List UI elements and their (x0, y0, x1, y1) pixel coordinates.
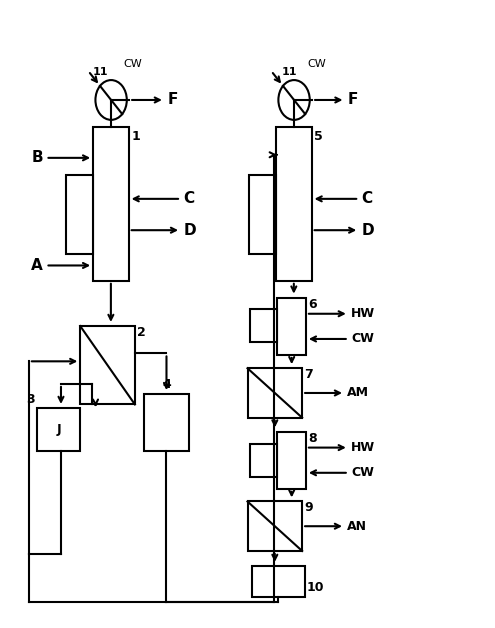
FancyBboxPatch shape (276, 127, 312, 281)
Text: HW: HW (351, 441, 375, 454)
FancyBboxPatch shape (277, 431, 306, 489)
Text: D: D (361, 223, 374, 238)
Text: 10: 10 (307, 582, 324, 594)
Text: 9: 9 (304, 502, 313, 514)
Text: 8: 8 (308, 431, 317, 445)
Text: 3: 3 (26, 392, 35, 406)
Text: 4: 4 (162, 378, 171, 391)
Text: C: C (361, 192, 373, 207)
Text: 7: 7 (304, 368, 313, 381)
FancyBboxPatch shape (80, 326, 135, 404)
Text: 2: 2 (137, 326, 146, 339)
Text: D: D (183, 223, 196, 238)
FancyBboxPatch shape (252, 566, 304, 597)
Text: AM: AM (347, 386, 369, 399)
FancyBboxPatch shape (248, 502, 302, 551)
FancyBboxPatch shape (277, 298, 306, 355)
FancyBboxPatch shape (249, 175, 276, 254)
Text: 11: 11 (93, 67, 108, 77)
Text: CW: CW (351, 332, 374, 345)
Text: CW: CW (123, 59, 142, 69)
FancyBboxPatch shape (38, 408, 80, 452)
Text: HW: HW (351, 307, 375, 320)
FancyBboxPatch shape (93, 127, 129, 281)
Text: F: F (167, 92, 178, 107)
FancyBboxPatch shape (250, 443, 277, 477)
Text: 11: 11 (282, 67, 297, 77)
FancyBboxPatch shape (250, 309, 277, 342)
Text: F: F (348, 92, 358, 107)
Text: 1: 1 (131, 130, 140, 143)
Text: 6: 6 (308, 298, 317, 311)
Text: J: J (56, 423, 61, 436)
FancyBboxPatch shape (248, 368, 302, 418)
FancyBboxPatch shape (66, 175, 93, 254)
Text: A: A (31, 258, 43, 273)
Text: AN: AN (347, 520, 367, 533)
FancyBboxPatch shape (144, 394, 189, 452)
Text: 5: 5 (314, 130, 323, 143)
Text: CW: CW (351, 467, 374, 479)
Text: CW: CW (307, 59, 326, 69)
Text: B: B (32, 150, 43, 165)
Text: C: C (183, 192, 195, 207)
